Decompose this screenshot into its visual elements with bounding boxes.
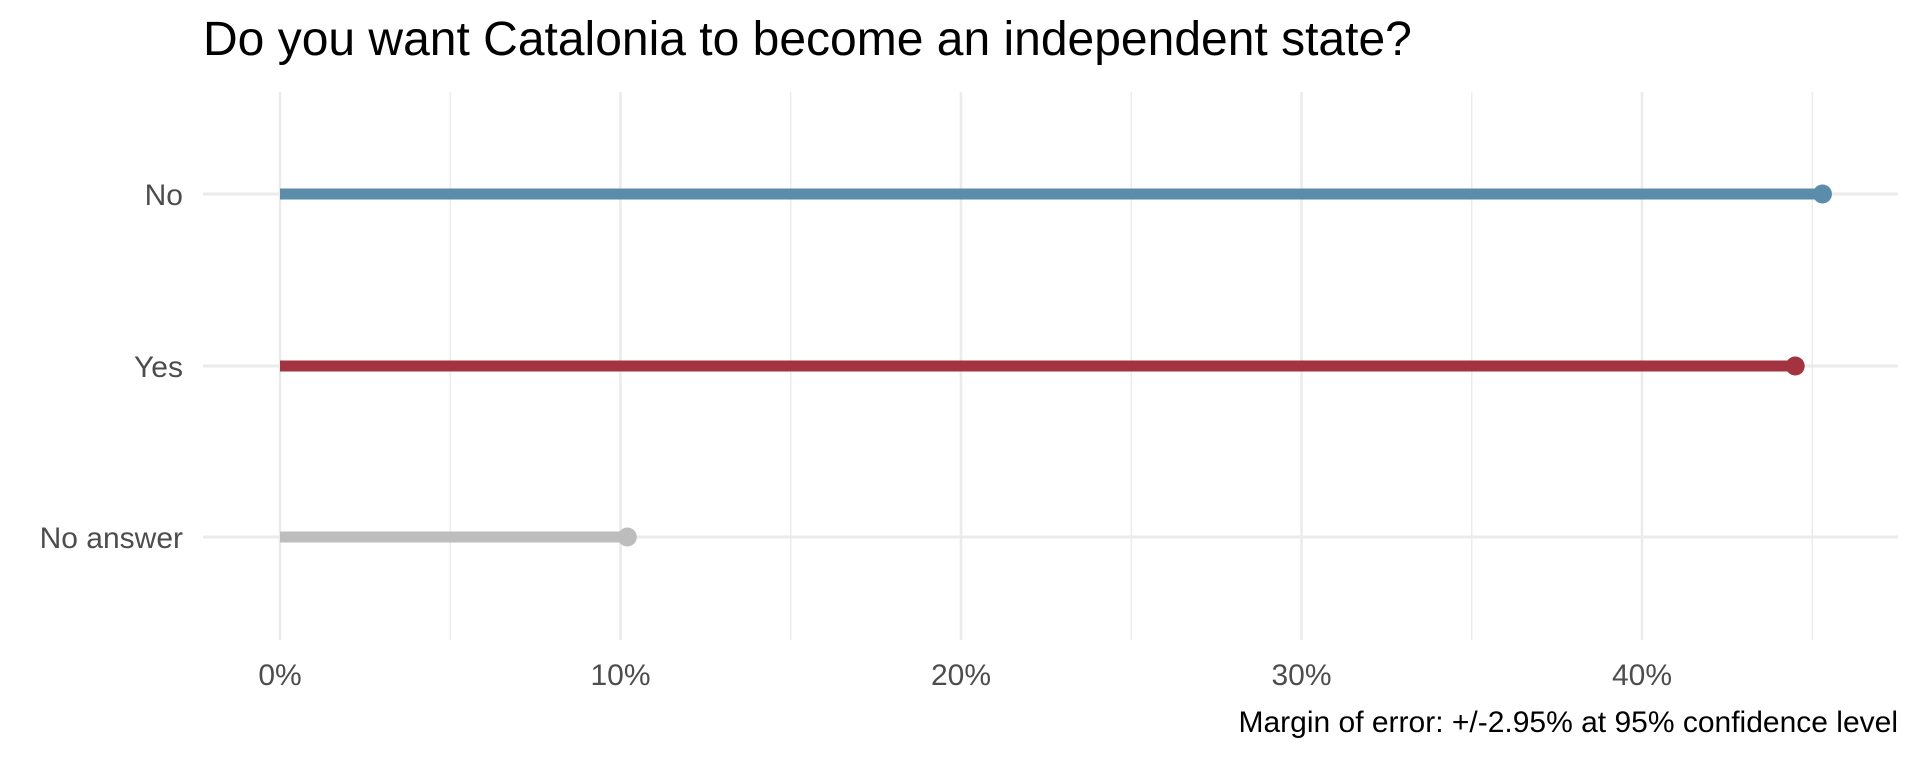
- x-tick-label: 40%: [1612, 659, 1672, 692]
- axis-labels: No Yes No answer 0% 10% 20% 30% 40%: [40, 179, 1672, 692]
- y-tick-label: No answer: [40, 522, 183, 555]
- lollipop-point: [1785, 356, 1805, 376]
- x-tick-label: 30%: [1271, 659, 1331, 692]
- chart-caption: Margin of error: +/-2.95% at 95% confide…: [1238, 706, 1898, 739]
- x-tick-label: 20%: [931, 659, 991, 692]
- x-tick-label: 0%: [258, 659, 301, 692]
- chart-marks: [280, 184, 1832, 547]
- chart-title: Do you want Catalonia to become an indep…: [203, 13, 1412, 66]
- y-tick-label: Yes: [134, 351, 183, 384]
- lollipop-chart: No Yes No answer 0% 10% 20% 30% 40%: [40, 92, 1898, 692]
- lollipop-point: [617, 527, 637, 547]
- y-tick-label: No: [145, 179, 183, 212]
- lollipop-point: [1812, 184, 1832, 204]
- x-tick-label: 10%: [590, 659, 650, 692]
